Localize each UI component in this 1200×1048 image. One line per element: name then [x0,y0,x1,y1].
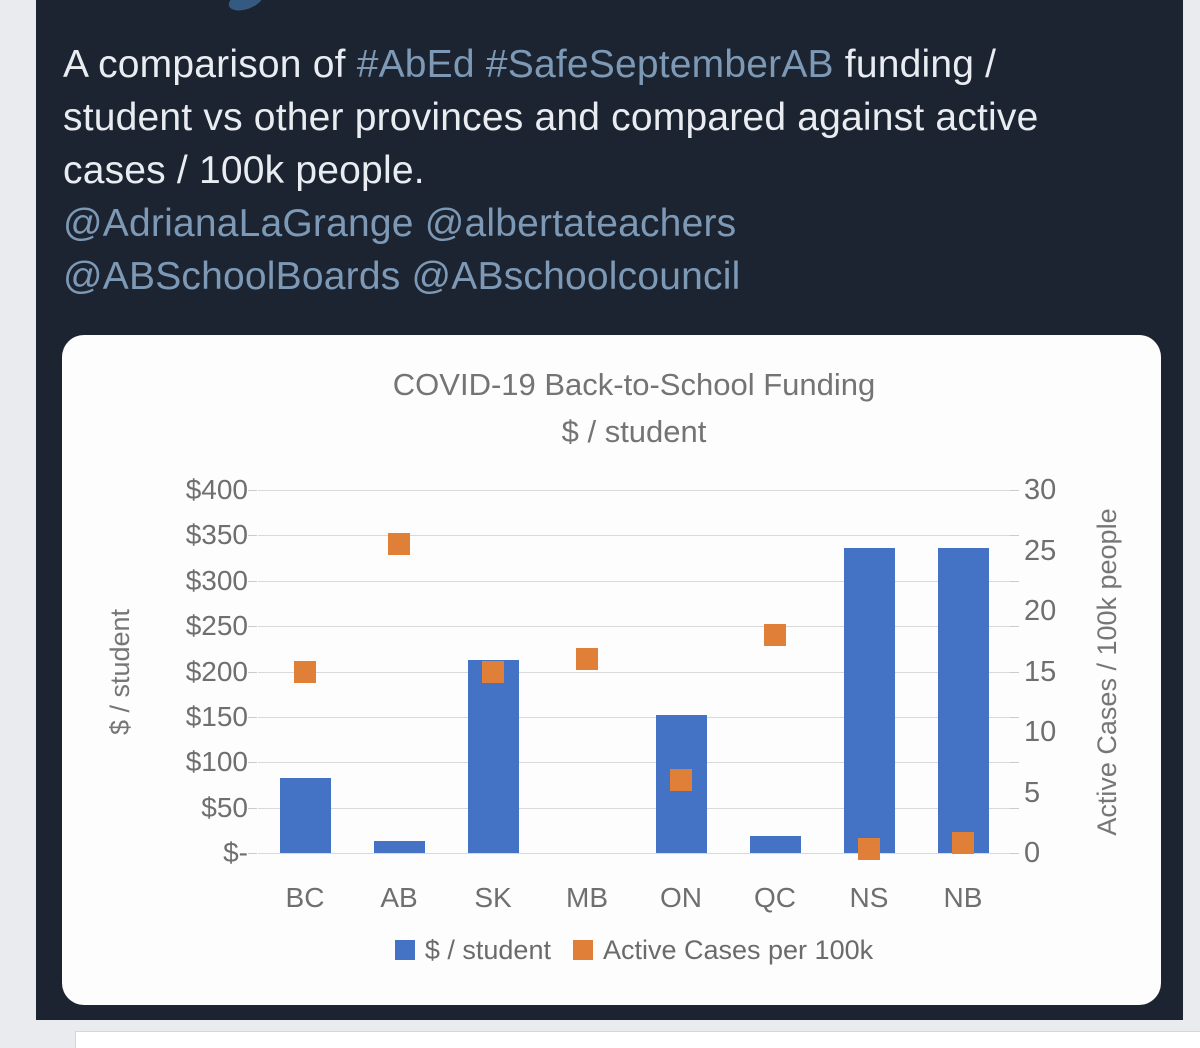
active-cases-marker-ON [670,769,692,792]
tweet-line: A comparison of #AbEd #SafeSeptemberAB f… [63,38,1163,91]
right-axis-tickmark [1010,626,1019,628]
tweet-text-segment [475,43,486,86]
gridline [258,853,1010,854]
left-axis-tick: $400 [185,474,248,505]
right-axis-tickmark [1010,490,1019,491]
gridline [258,535,1010,537]
left-axis-tick: $200 [185,655,248,687]
hashtag-link[interactable]: #SafeSeptemberAB [485,43,834,86]
below-post-content-block [75,1031,1200,1048]
right-axis-tickmark [1010,807,1019,809]
chart-legend: $ / student Active Cases per 100k [258,933,1010,967]
right-axis-tick: 5 [1024,776,1041,809]
category-label-AB: AB [380,882,418,913]
right-axis-tickmark [1010,580,1019,582]
category-label-NB: NB [943,882,983,913]
tweet-text-segment [400,255,411,298]
gridline [258,580,1010,582]
tweet-text-segment: student vs other provinces and compared … [63,96,1039,139]
active-cases-marker-QC [764,624,786,647]
left-axis-tickmark [248,716,257,718]
category-label-SK: SK [474,882,512,913]
left-axis-tickmark [248,580,257,582]
legend-swatch-icon [394,940,415,960]
tweet-line: @AdrianaLaGrange @albertateachers [63,197,1163,250]
active-cases-marker-SK [482,660,504,683]
tweet-post: A comparison of #AbEd #SafeSeptemberAB f… [36,0,1183,1020]
legend-item: Active Cases per 100k [572,934,874,966]
chart-image-card[interactable]: COVID-19 Back-to-School Funding $ / stud… [62,335,1161,1005]
right-axis-tick: 20 [1024,595,1057,627]
category-label-MB: MB [566,882,608,913]
bar-NB [937,548,989,853]
bar-BC [279,777,331,853]
left-axis-tickmark [248,762,257,764]
chart-subtitle: $ / student [561,414,707,449]
tweet-text: A comparison of #AbEd #SafeSeptemberAB f… [63,38,1163,303]
right-axis-tickmark [1010,762,1019,764]
category-label-BC: BC [285,882,325,913]
gridline [258,716,1010,718]
legend-item: $ / student [394,934,551,966]
active-cases-marker-MB [576,648,598,671]
left-axis-tickmark [248,807,257,809]
left-axis-tickmark [248,535,257,537]
tweet-text-segment: A comparison of [63,43,357,86]
gridline [258,762,1010,764]
mention-link[interactable]: @ABSchoolBoards [63,255,401,298]
left-axis-tickmark [248,853,257,854]
right-axis-tick: 10 [1024,716,1057,748]
category-label-NS: NS [849,882,889,913]
tweet-line: cases / 100k people. [63,144,1163,197]
tweet-text-segment [414,202,425,245]
gridline [258,490,1010,491]
left-axis-tickmark [248,490,257,491]
cropped-avatar-fragment [226,0,266,15]
gridline [258,626,1010,628]
mention-link[interactable]: @AdrianaLaGrange [63,202,414,245]
hashtag-link[interactable]: #AbEd [356,43,475,86]
bar-NS [843,548,895,853]
gridline [258,671,1010,673]
tweet-text-segment: cases / 100k people. [63,149,425,192]
left-axis-tick: $- [223,837,248,868]
active-cases-marker-AB [388,533,410,556]
bar-QC [749,835,801,853]
right-axis-tick: 15 [1024,655,1057,688]
right-axis-tick: 30 [1024,474,1057,506]
chart-title: COVID-19 Back-to-School Funding [392,367,876,402]
left-axis-tick: $350 [185,519,248,551]
right-axis-tickmark [1010,716,1019,718]
right-axis-tick: 25 [1024,534,1057,567]
category-label-QC: QC [754,882,796,913]
legend-label: $ / student [424,934,551,965]
left-axis-tick: $150 [185,700,248,732]
left-axis-tick: $50 [201,791,248,823]
legend-swatch-icon [572,940,593,960]
left-axis-tick: $250 [185,610,248,642]
bar-AB [373,841,425,853]
mention-link[interactable]: @ABschoolcouncil [411,255,741,298]
active-cases-marker-BC [294,660,316,683]
left-axis-tick: $300 [185,564,248,596]
left-axis-title: $ / student [105,608,135,736]
tweet-line: @ABSchoolBoards @ABschoolcouncil [63,250,1163,303]
tweet-line: student vs other provinces and compared … [63,91,1163,144]
right-axis-tickmark [1010,535,1019,537]
tweet-text-segment: funding / [833,43,997,86]
bar-SK [467,659,519,853]
mention-link[interactable]: @albertateachers [424,202,737,245]
right-axis-tickmark [1010,853,1019,854]
right-axis-tickmark [1010,671,1019,673]
left-axis-tickmark [248,671,257,673]
active-cases-marker-NB [952,832,974,855]
right-axis-tick: 0 [1024,837,1041,869]
category-label-ON: ON [660,882,702,913]
left-axis-tickmark [248,626,257,628]
active-cases-marker-NS [858,838,880,861]
gridline [258,807,1010,809]
legend-label: Active Cases per 100k [602,934,874,965]
left-axis-tick: $100 [185,746,248,778]
